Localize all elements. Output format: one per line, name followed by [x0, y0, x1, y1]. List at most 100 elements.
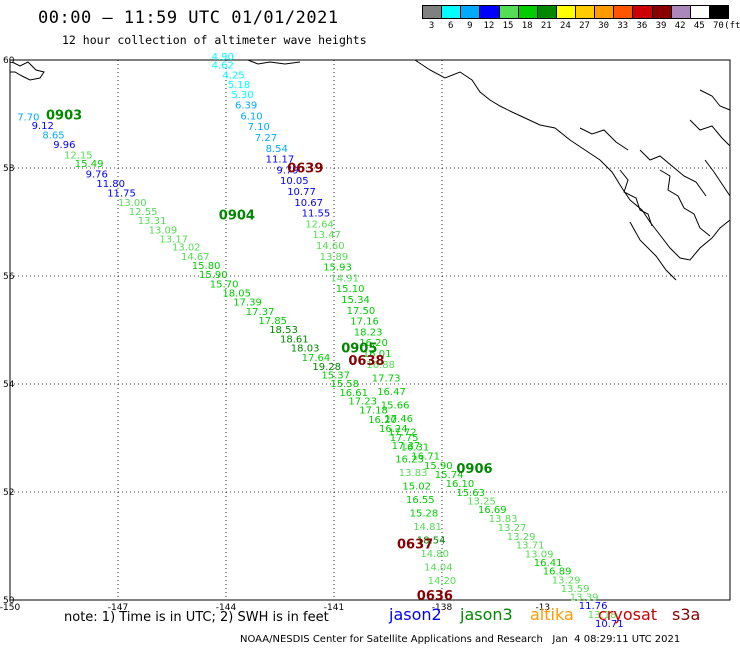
wave-height-value: 15.66: [381, 400, 410, 411]
wave-height-value: 10.71: [595, 619, 624, 630]
wave-height-value: 17.50: [347, 306, 376, 317]
wave-height-value: 8.54: [266, 144, 288, 155]
wave-height-value: 17.46: [384, 414, 413, 425]
wave-height-value: 12.55: [129, 207, 158, 218]
wave-height-value: 17.75: [390, 433, 419, 444]
wave-height-value: 18.23: [354, 327, 383, 338]
wave-height-value: 17.39: [233, 298, 262, 309]
wave-height-value: 14.80: [420, 549, 449, 560]
wave-height-value: 10.77: [287, 187, 316, 198]
wave-height-value: 17.64: [302, 353, 331, 364]
longitude-tick: -147: [108, 603, 128, 613]
legend-swatch: [536, 5, 557, 19]
wave-height-value: 13.89: [320, 252, 349, 263]
wave-height-value: 7.10: [248, 122, 270, 133]
wave-height-value: 15.58: [330, 379, 359, 390]
wave-height-value: 16.23: [395, 454, 424, 465]
wave-height-value: 9.76: [86, 170, 108, 181]
longitude-tick: -141: [324, 603, 344, 613]
wave-height-value: 16.01: [363, 349, 392, 360]
pass-id-label: 0638: [348, 354, 384, 369]
longitude-tick: -13: [535, 603, 550, 613]
pass-id-label: 0905: [341, 342, 377, 357]
legend-swatch: [460, 5, 481, 19]
wave-height-value: 4.90: [212, 52, 234, 63]
wave-height-value: 15.74: [435, 470, 464, 481]
satellite-cryosat: cryosat: [598, 605, 658, 624]
wave-height-value: 7.70: [17, 112, 39, 123]
wave-height-value: 13.09: [525, 549, 554, 560]
wave-height-value: 15.70: [210, 279, 239, 290]
wave-height-value: 16.71: [411, 452, 440, 463]
latitude-tick: 52: [3, 488, 14, 498]
wave-height-value: 13.02: [172, 243, 201, 254]
wave-height-value: 17.37: [246, 307, 275, 318]
legend-swatch: [517, 5, 538, 19]
legend-label: 9: [467, 21, 473, 31]
wave-height-value: 15.34: [341, 295, 370, 306]
wave-height-value: 19.28: [312, 362, 341, 373]
wave-height-value: 16.20: [368, 415, 397, 426]
wave-height-value: 13.18: [588, 610, 617, 621]
wave-height-value: 16.47: [377, 387, 406, 398]
latitude-tick: 60: [3, 56, 15, 66]
wave-height-value: 15.80: [192, 261, 221, 272]
legend-swatch: [555, 5, 576, 19]
map-frame: [9, 59, 731, 601]
wave-height-value: 16.20: [359, 338, 388, 349]
wave-height-value: 18.54: [417, 535, 446, 546]
wave-height-value: 4.62: [212, 61, 234, 72]
wave-height-value: 6.39: [235, 101, 257, 112]
wave-height-value: 5.30: [231, 90, 253, 101]
legend-label: 24: [560, 21, 571, 31]
legend-label: 36: [636, 21, 648, 31]
wave-height-value: 15.37: [321, 371, 350, 382]
wave-height-value: 18.61: [280, 334, 309, 345]
wave-height-value: 16.89: [543, 567, 572, 578]
map-title: 00:00 – 11:59 UTC 01/01/2021: [38, 8, 339, 28]
wave-height-value: 14.81: [413, 522, 442, 533]
wave-height-value: 10.05: [280, 176, 309, 187]
wave-height-value: 13.17: [159, 235, 188, 246]
wave-height-value: 13.39: [570, 593, 599, 604]
coastline: [10, 59, 731, 281]
wave-height-value: 17.16: [350, 317, 379, 328]
wave-height-value: 9.79: [276, 165, 298, 176]
legend-swatch: [632, 5, 653, 19]
wave-height-value: 10.67: [294, 198, 323, 209]
wave-height-value: 14.91: [330, 273, 359, 284]
wave-height-value: 11.80: [96, 179, 125, 190]
wave-height-value: 13.31: [138, 216, 167, 227]
wave-height-value: 8.65: [42, 130, 64, 141]
wave-height-value: 18.53: [269, 325, 298, 336]
wave-height-value: 15.28: [410, 508, 439, 519]
wave-height-value: 16.61: [339, 388, 368, 399]
legend-label: 15: [502, 21, 514, 31]
wave-height-value: 15.90: [424, 461, 453, 472]
wave-height-value: 14.20: [428, 576, 457, 587]
longitude-tick: -150: [0, 603, 20, 613]
wave-height-value: 6.10: [240, 111, 262, 122]
legend-label: 12: [483, 21, 495, 31]
longitude-tick-labels: -150 -147 -144 -141 -138 -13: [0, 603, 550, 613]
wave-height-value: 9.12: [32, 121, 54, 132]
legend-label: 27: [579, 21, 590, 31]
latitude-tick: 54: [3, 380, 15, 390]
wave-height-value: 13.00: [118, 198, 147, 209]
latitude-tick: 56: [3, 272, 15, 282]
wave-height-value: 13.29: [507, 532, 536, 543]
wave-height-value: 15.93: [323, 263, 352, 274]
latitude-tick: 58: [3, 164, 15, 174]
wave-height-value: 13.83: [399, 468, 428, 479]
wave-height-value: 17.37: [392, 441, 421, 452]
satellite-s3a: s3a: [672, 605, 701, 624]
legend-swatch: [689, 5, 710, 19]
legend-swatch: [651, 5, 672, 19]
wave-height-value: 15.63: [456, 488, 485, 499]
credit-line: NOAA/NESDIS Center for Satellite Applica…: [240, 634, 681, 645]
legend-swatch: [479, 5, 500, 19]
altimeter-tracks: 7.709.128.659.9612.1515.499.7611.8011.75…: [17, 52, 623, 630]
wave-height-value: 16.24: [379, 424, 408, 435]
legend-label: (ft): [724, 21, 740, 31]
legend-label: 3: [428, 21, 435, 31]
